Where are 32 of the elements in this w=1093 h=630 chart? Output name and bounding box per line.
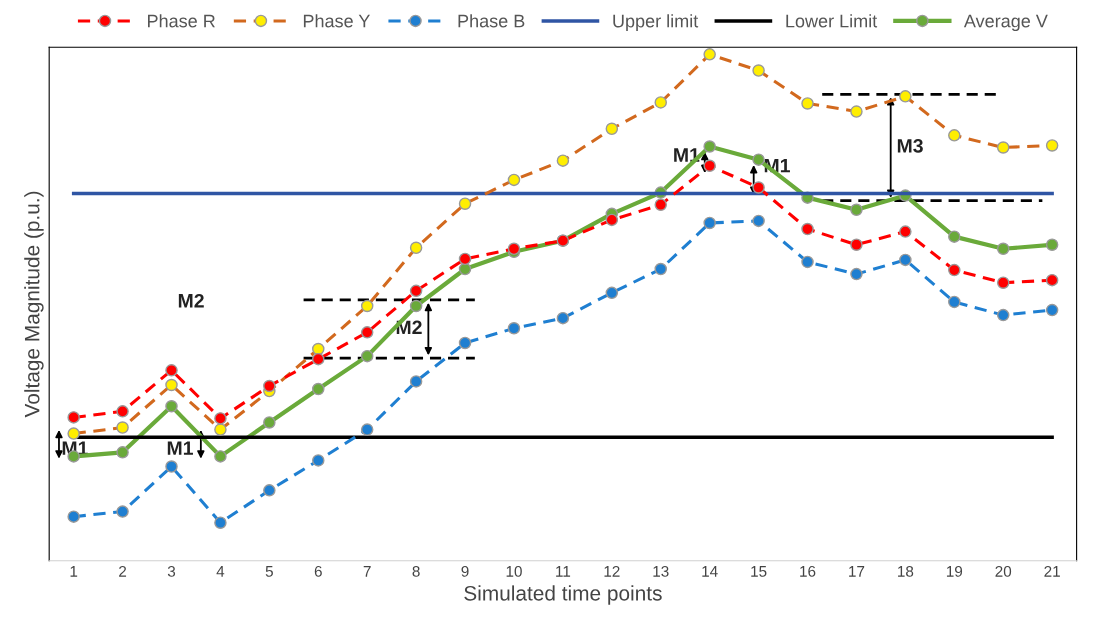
annotation: M1 [167, 441, 193, 455]
x-tick-label: 13 [653, 565, 669, 577]
x-tick-label: 14 [702, 566, 718, 577]
x-tick-label: 8 [412, 565, 420, 577]
x-tick-label: 21 [1044, 565, 1060, 577]
x-tick-label: 5 [265, 566, 273, 577]
x-tick-label: 4 [216, 566, 225, 577]
x-tick-label: 6 [314, 565, 322, 577]
ref-line-label: M3 [897, 138, 923, 153]
legend-label: Lower Limit [786, 14, 878, 28]
x-tick-label: 1 [70, 566, 78, 577]
x-tick-label: 18 [898, 565, 914, 577]
x-tick-label: 9 [461, 565, 469, 577]
x-tick-label: 2 [119, 565, 127, 577]
legend-label: Phase R [148, 14, 215, 28]
x-tick-label: 11 [556, 566, 571, 577]
x-tick-label: 3 [167, 565, 176, 577]
legend-label: Phase Y [303, 14, 370, 28]
x-tick-label: 16 [800, 565, 816, 577]
legend-label: Phase B [458, 14, 525, 28]
x-tick-label: 15 [751, 566, 767, 577]
y-axis-title: Voltage Magnitude (p.u.) [24, 191, 44, 418]
x-tick-label: 19 [946, 565, 963, 577]
x-tick-label: 7 [363, 566, 371, 577]
x-axis-title: Simulated time points [464, 585, 662, 605]
x-tick-label: 12 [604, 565, 620, 577]
x-tick-label: 17 [849, 566, 865, 577]
x-tick-label: 10 [506, 565, 522, 577]
annotation: M2 [178, 293, 204, 308]
x-tick-label: 20 [995, 565, 1012, 577]
legend-label: Average V [963, 14, 1048, 31]
legend-label: Upper limit [613, 14, 699, 31]
